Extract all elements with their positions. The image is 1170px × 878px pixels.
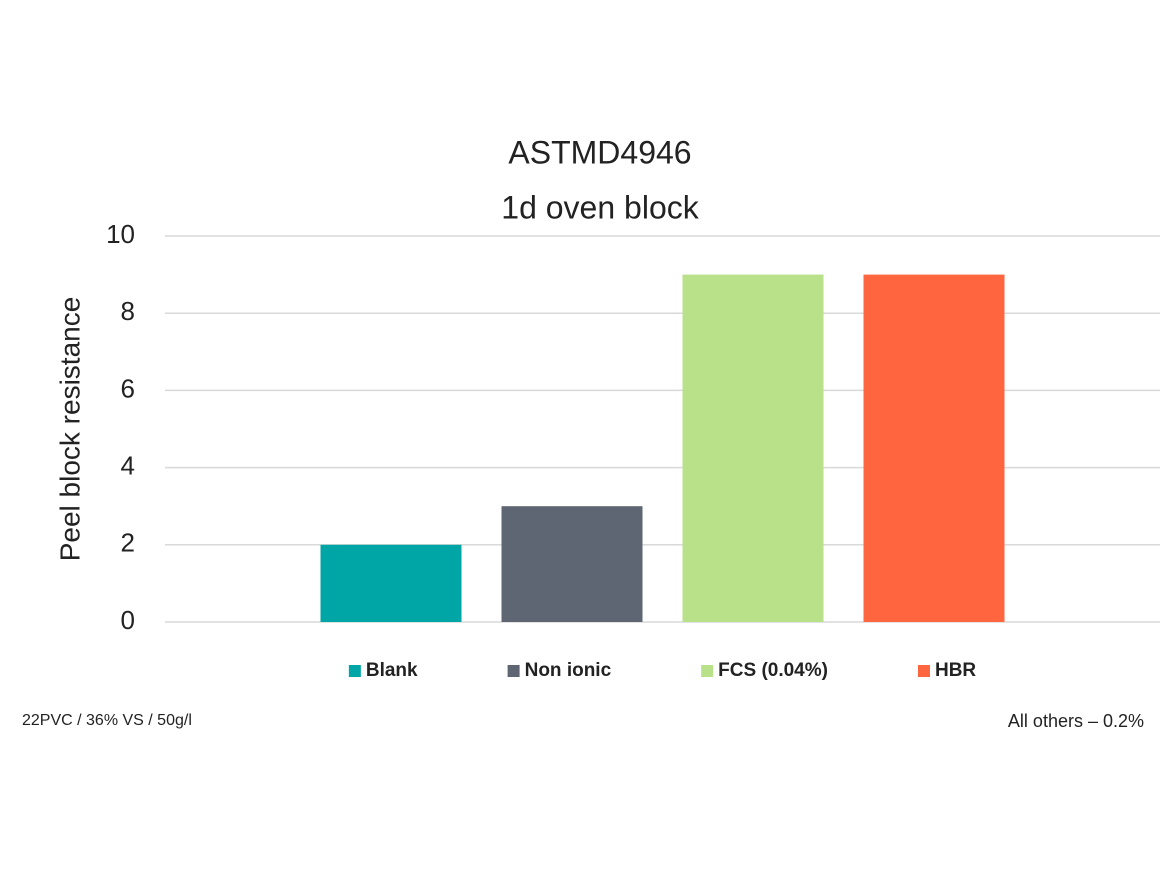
chart-title: ASTMD4946 <box>508 134 691 170</box>
legend-label: HBR <box>935 660 976 681</box>
legend-swatch <box>917 665 930 677</box>
y-tick-label: 8 <box>121 296 135 326</box>
annotation: 22PVC / 36% VS / 50g/l <box>22 712 192 729</box>
y-tick-label: 0 <box>121 605 135 635</box>
bar <box>501 506 643 622</box>
bar <box>320 544 462 622</box>
bar <box>682 274 824 622</box>
legend-swatch <box>348 665 361 677</box>
annotation: All others – 0.2% <box>1008 711 1144 731</box>
legend-swatch <box>507 665 520 677</box>
y-tick-label: 10 <box>106 219 135 249</box>
y-tick-label: 2 <box>121 528 135 558</box>
y-axis-label: Peel block resistance <box>54 297 85 562</box>
legend-label: FCS (0.04%) <box>718 660 828 681</box>
legend: Blank Non ionic FCS (0.04%) HBR <box>348 660 976 681</box>
y-tick-label: 6 <box>121 373 135 403</box>
y-tick-label: 4 <box>121 450 135 480</box>
bar <box>863 274 1005 622</box>
legend-label: Blank <box>366 660 418 681</box>
chart-subtitle: 1d oven block <box>501 189 699 225</box>
legend-label: Non ionic <box>525 660 612 681</box>
legend-swatch <box>701 665 714 677</box>
